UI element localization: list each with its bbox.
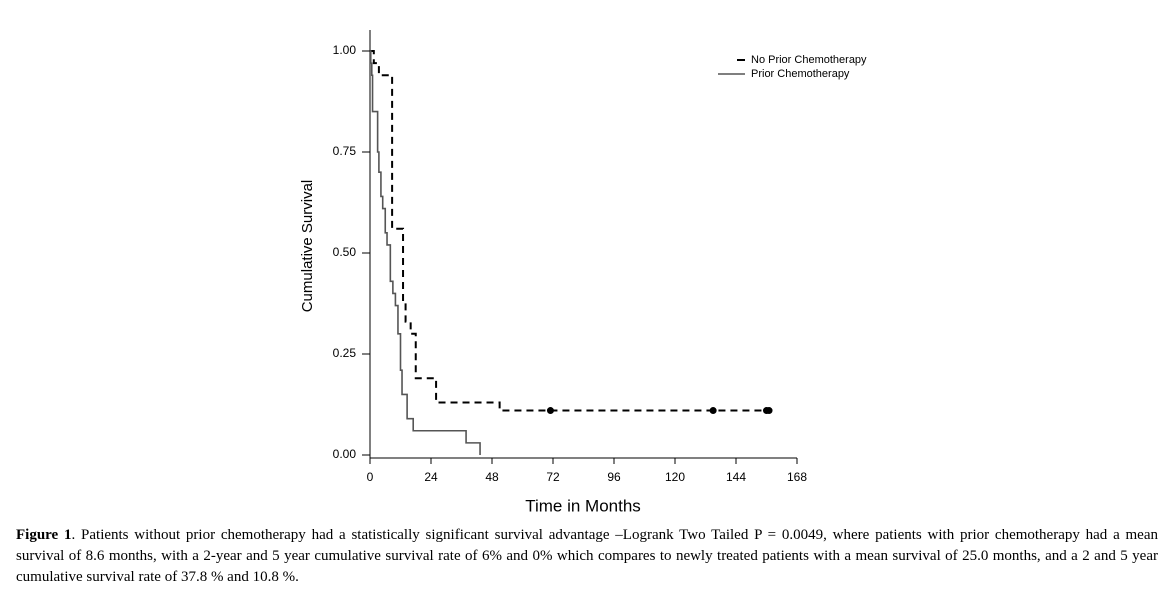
censor-marker [765,407,773,415]
caption: Figure 1. Patients without prior chemoth… [16,525,1158,588]
x-tick-label: 144 [726,470,746,484]
caption-text: . Patients without prior chemotherapy ha… [16,527,1158,585]
x-tick-label: 168 [787,470,807,484]
chart: Cumulative Survival Time in Months 0.00 0… [299,30,867,515]
x-axis-label: Time in Months [525,496,641,515]
caption-label: Figure 1 [16,527,72,543]
x-tick-label: 72 [546,470,560,484]
censor-marker [709,407,717,415]
y-tick-label: 0.50 [333,245,357,259]
censor-marker [546,407,554,415]
y-tick-label: 0.75 [333,144,357,158]
x-tick-label: 0 [367,470,374,484]
x-tick-label: 24 [424,470,438,484]
y-axis-label: Cumulative Survival [299,180,316,313]
legend-label: No Prior Chemotherapy [751,54,867,66]
x-tick-label: 96 [607,470,621,484]
x-tick-label: 48 [485,470,499,484]
x-tick-label: 120 [665,470,685,484]
survival-curve [369,50,481,455]
y-tick-label: 0.25 [333,346,357,360]
y-tick-label: 1.00 [333,43,357,57]
survival-curve [370,50,770,412]
legend-label: Prior Chemotherapy [751,68,850,80]
y-tick-label: 0.00 [333,447,357,461]
